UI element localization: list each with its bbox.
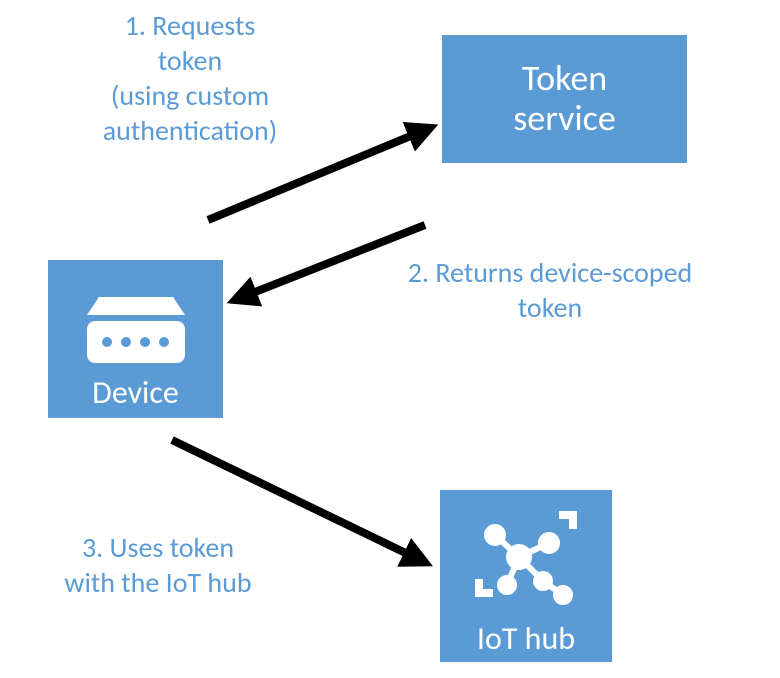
token-service-label-1: Token	[522, 59, 607, 99]
step2-line2: token	[340, 290, 760, 325]
node-device: Device	[48, 260, 223, 418]
step1-line2: token	[50, 43, 330, 78]
step3-line1: 3. Uses token	[18, 530, 298, 565]
device-label: Device	[92, 373, 179, 412]
step1-line1: 1. Requests	[50, 8, 330, 43]
step3-line2: with the IoT hub	[18, 565, 298, 600]
device-icon	[81, 293, 191, 365]
step1-line4: authentication)	[50, 113, 330, 148]
step1-line3: (using custom	[50, 78, 330, 113]
step-3-label: 3. Uses token with the IoT hub	[18, 530, 298, 600]
node-token-service: Token service	[442, 35, 687, 163]
step2-line1: 2. Returns device-scoped	[340, 255, 760, 290]
iot-hub-label: IoT hub	[477, 619, 575, 658]
token-service-label-2: service	[513, 99, 616, 139]
node-iot-hub: IoT hub	[440, 490, 612, 662]
step-2-label: 2. Returns device-scoped token	[340, 255, 760, 325]
step-1-label: 1. Requests token (using custom authenti…	[50, 8, 330, 148]
iot-hub-icon	[471, 507, 581, 615]
